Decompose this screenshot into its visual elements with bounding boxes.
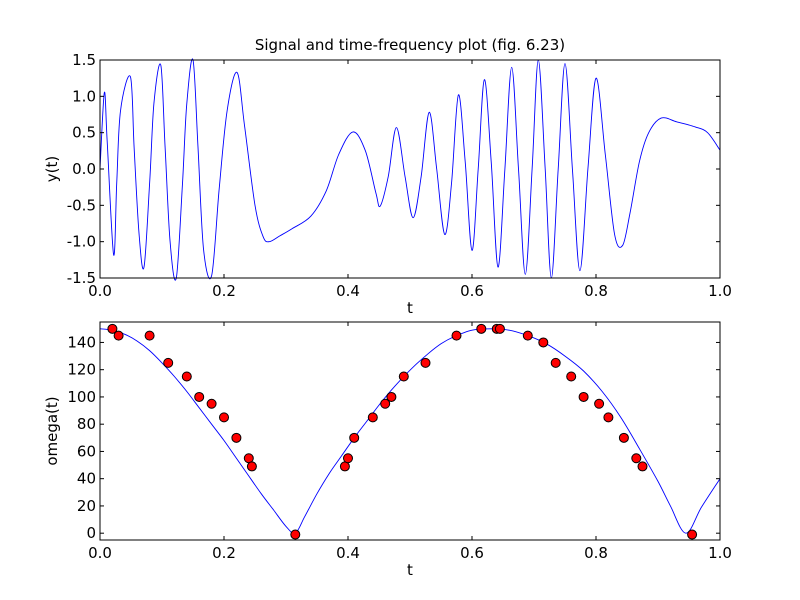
- data-point-marker: [343, 453, 353, 464]
- x-axis-ticks: 0.0 0.2 0.4 0.6 0.8 1.0: [88, 322, 732, 562]
- y-tick-label: -0.5: [67, 196, 96, 214]
- data-point-marker: [163, 357, 174, 368]
- data-point-marker: [687, 529, 698, 540]
- data-point-marker: [349, 432, 360, 443]
- y-tick-label: 140: [67, 333, 96, 351]
- data-point-marker: [420, 357, 431, 368]
- y-axis-ticks: -1.5 -1.0 -0.5 0.0 0.5 1.0 1.5: [67, 51, 720, 287]
- signal-series: [99, 58, 721, 281]
- x-tick-label: 0.8: [584, 544, 608, 562]
- x-tick-label: 0.6: [460, 544, 484, 562]
- y-tick-label: 40: [77, 470, 96, 488]
- axes-frame: [99, 321, 721, 541]
- y-tick-label: 20: [77, 497, 96, 515]
- x-tick-label: 0.2: [212, 544, 236, 562]
- y-axis-label: omega(t): [43, 396, 61, 465]
- data-point-marker: [398, 371, 409, 382]
- data-point-marker: [594, 398, 605, 409]
- data-point-marker: [194, 391, 205, 402]
- data-point-marker: [290, 529, 301, 540]
- data-point-marker: [538, 337, 549, 348]
- data-point-marker: [246, 461, 257, 472]
- data-point-marker: [219, 412, 229, 423]
- data-point-marker: [451, 330, 462, 341]
- plot-area: [100, 60, 720, 278]
- y-tick-label: 120: [67, 361, 96, 379]
- plot-area: [100, 322, 720, 540]
- data-point-marker: [566, 371, 577, 382]
- y-tick-label: 0.5: [72, 124, 96, 142]
- data-point-marker: [367, 412, 378, 423]
- x-axis-label: t: [407, 299, 413, 317]
- data-point-marker: [618, 432, 629, 443]
- data-point-marker: [603, 412, 614, 423]
- y-tick-label: 0.0: [72, 160, 96, 178]
- data-point-marker: [578, 391, 589, 402]
- data-point-marker: [386, 391, 397, 402]
- data-point-marker: [206, 398, 217, 409]
- series-line: [99, 58, 721, 281]
- chart-title: Signal and time-frequency plot (fig. 6.2…: [255, 36, 565, 54]
- x-tick-label: 0.0: [88, 282, 112, 300]
- omega-series: [99, 323, 721, 540]
- x-tick-label: 0.4: [336, 282, 360, 300]
- data-point-marker: [107, 323, 118, 334]
- y-tick-label: 0: [86, 524, 96, 542]
- x-tick-label: 0.8: [584, 282, 608, 300]
- signal-plot-panel: Signal and time-frequency plot (fig. 6.2…: [43, 36, 732, 317]
- x-axis-label: t: [407, 561, 413, 579]
- data-point-marker: [231, 432, 242, 443]
- data-point-marker: [243, 453, 254, 464]
- y-tick-label: -1.0: [67, 233, 96, 251]
- data-point-marker: [631, 453, 642, 464]
- x-tick-label: 0.4: [336, 544, 360, 562]
- y-axis-ticks: 0 20 40 60 80 100 120 140: [67, 333, 720, 542]
- data-point-marker: [113, 330, 124, 341]
- x-tick-label: 0.2: [212, 282, 236, 300]
- y-tick-label: 1.5: [72, 51, 96, 69]
- y-axis-label: y(t): [43, 156, 61, 182]
- series-line: [99, 328, 721, 534]
- data-point-marker: [637, 461, 648, 472]
- data-point-marker: [339, 461, 350, 472]
- x-tick-label: 1.0: [708, 282, 732, 300]
- data-point-marker: [494, 323, 505, 334]
- y-tick-label: 1.0: [72, 87, 96, 105]
- x-axis-ticks: 0.0 0.2 0.4 0.6 0.8 1.0: [88, 60, 732, 300]
- data-point-marker: [522, 330, 533, 341]
- y-tick-label: 100: [67, 388, 96, 406]
- x-tick-label: 0.6: [460, 282, 484, 300]
- x-tick-label: 1.0: [708, 544, 732, 562]
- data-point-marker: [550, 357, 561, 368]
- data-point-marker: [181, 371, 192, 382]
- data-point-marker: [144, 330, 155, 341]
- data-point-marker: [380, 398, 391, 409]
- y-tick-label: 80: [77, 415, 96, 433]
- data-point-marker: [476, 323, 487, 334]
- y-tick-label: 60: [77, 442, 96, 460]
- x-tick-label: 0.0: [88, 544, 112, 562]
- y-tick-label: -1.5: [67, 269, 96, 287]
